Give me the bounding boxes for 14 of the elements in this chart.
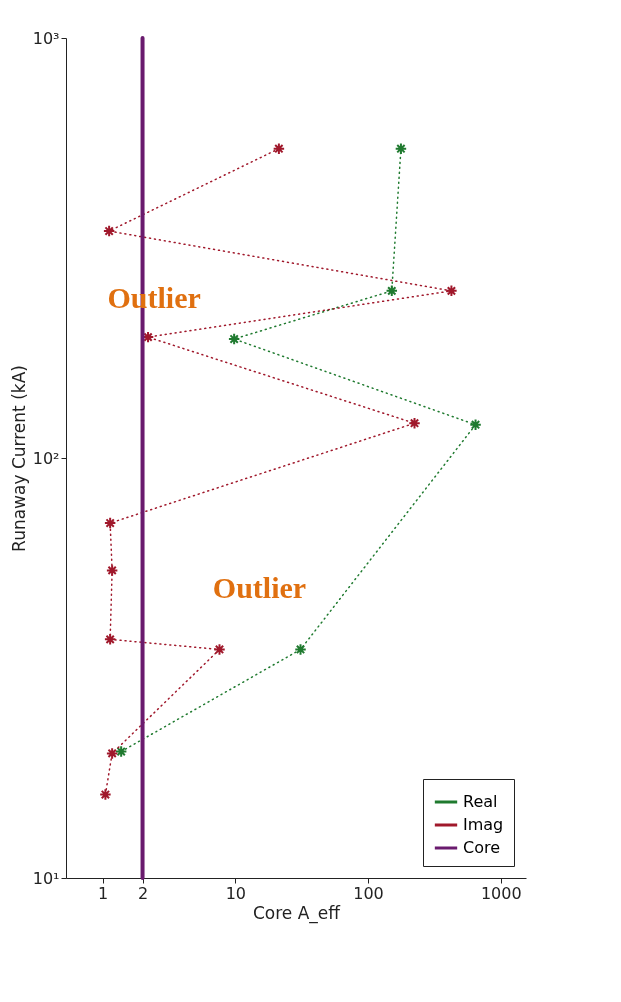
annotation: Outlier [212, 571, 307, 605]
legend-label: Core [463, 838, 501, 857]
x-tick-label: 100 [353, 883, 384, 903]
legend-label: Imag [463, 815, 504, 834]
x-tick-label: 2 [137, 883, 149, 903]
x-tick-label: 1000 [480, 883, 522, 903]
x-axis-title: Core A_eff [252, 902, 342, 924]
legend-label: Real [463, 792, 498, 811]
y-axis-title: Runaway Current (kA) [8, 365, 29, 552]
y-tick-label: 10¹ [32, 868, 60, 888]
x-tick-label: 1 [98, 883, 109, 903]
y-tick-label: 10² [32, 448, 60, 468]
x-tick-label: 10 [225, 883, 246, 903]
y-tick-label: 10³ [32, 28, 60, 48]
